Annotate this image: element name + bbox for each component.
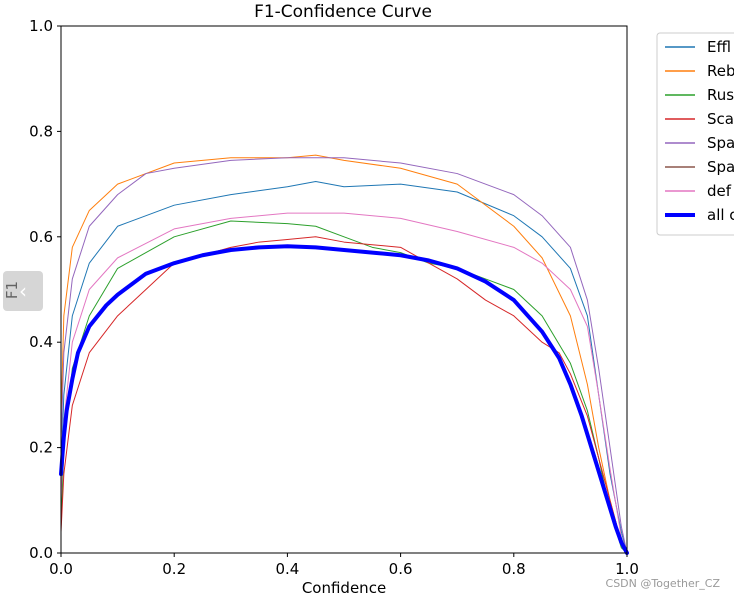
legend-label: Rus	[707, 86, 734, 104]
x-tick-label: 0.8	[502, 560, 526, 578]
plot-frame	[60, 25, 628, 554]
legend-label: def	[707, 182, 732, 200]
series-line-3	[60, 236, 628, 554]
legend-label: Spa	[707, 134, 734, 152]
legend-label: Spa	[707, 158, 734, 176]
y-axis: 0.0 0.2 0.4 0.6 0.8 1.0	[29, 17, 61, 562]
y-tick-label: 1.0	[29, 17, 53, 35]
x-tick-label: 0.2	[162, 560, 186, 578]
series-line-2	[60, 220, 628, 554]
x-tick-label: 0.0	[49, 560, 73, 578]
series-line-1	[60, 154, 628, 554]
x-axis-title: Confidence	[302, 579, 386, 596]
x-tick-label: 0.4	[275, 560, 299, 578]
chart-title: F1-Confidence Curve	[254, 2, 432, 22]
legend-label: Reb	[707, 62, 734, 80]
x-tick-label: 0.6	[389, 560, 413, 578]
legend-label: all c	[707, 206, 734, 224]
series-line-4	[60, 157, 628, 554]
chevron-left-icon: ‹	[19, 279, 27, 303]
series-line-7	[59, 244, 629, 555]
x-tick-label: 1.0	[615, 560, 639, 578]
watermark: CSDN @Together_CZ	[605, 577, 720, 590]
y-tick-label: 0.6	[29, 228, 53, 246]
prev-image-button[interactable]: ‹	[3, 271, 43, 311]
y-tick-label: 0.0	[29, 544, 53, 562]
series-line-6	[60, 212, 628, 554]
legend: Effl Reb Rus Sca Spa Spa def all c	[656, 32, 734, 236]
legend-box	[656, 32, 734, 236]
x-axis: 0.0 0.2 0.4 0.6 0.8 1.0	[49, 553, 639, 578]
y-tick-label: 0.8	[29, 122, 53, 140]
y-tick-label: 0.4	[29, 333, 53, 351]
legend-label: Effl	[707, 38, 731, 56]
y-tick-label: 0.2	[29, 439, 53, 457]
legend-label: Sca	[707, 110, 734, 128]
plot-area	[59, 154, 629, 555]
